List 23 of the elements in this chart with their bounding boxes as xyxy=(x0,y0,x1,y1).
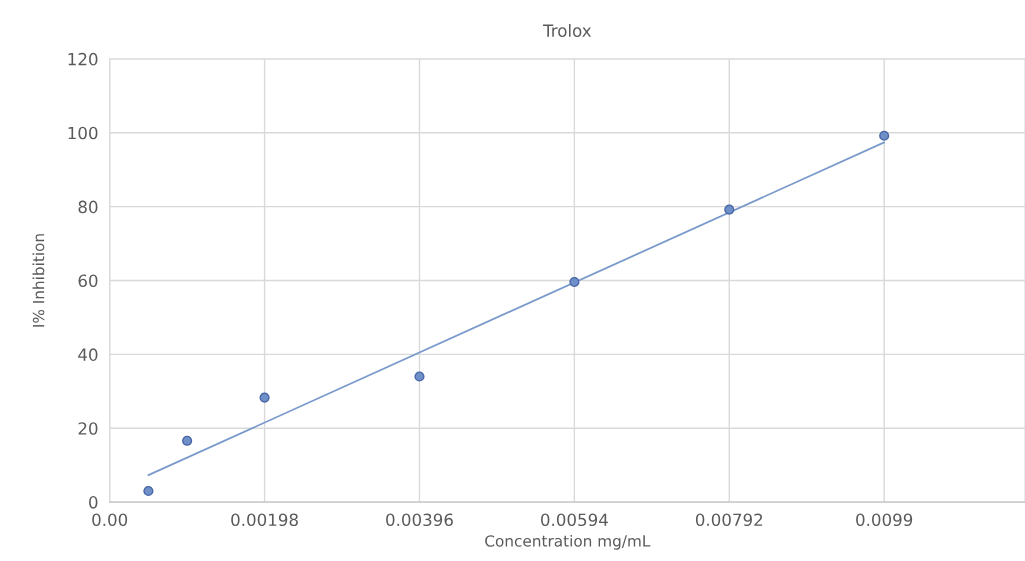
x-tick-label: 0.00 xyxy=(92,513,128,527)
chart-title: Trolox xyxy=(543,24,592,37)
y-tick-label: 60 xyxy=(78,274,98,288)
x-tick-label: 0.00396 xyxy=(386,513,453,527)
point xyxy=(414,371,425,382)
point xyxy=(879,130,890,141)
point xyxy=(182,435,193,446)
y-tick-label: 40 xyxy=(78,348,98,361)
x-tick-label: 0.00594 xyxy=(541,513,608,527)
y-tick-label: 20 xyxy=(78,422,98,435)
x-tick-label: 0.0099 xyxy=(856,513,913,527)
y-tick-label: 100 xyxy=(68,126,98,140)
y-tick-label: 80 xyxy=(78,200,98,214)
y-axis-title: I% Inhibition xyxy=(32,234,45,327)
point xyxy=(259,392,270,403)
x-tick-label: 0.00792 xyxy=(695,513,763,527)
point xyxy=(724,204,735,215)
x-tick-label: 0.00198 xyxy=(231,513,298,527)
y-tick-label: 120 xyxy=(68,52,98,66)
point xyxy=(569,276,580,288)
y-tick-label: 0 xyxy=(89,496,98,509)
point xyxy=(143,485,154,497)
x-axis-title: Concentration mg/mL xyxy=(485,534,651,550)
